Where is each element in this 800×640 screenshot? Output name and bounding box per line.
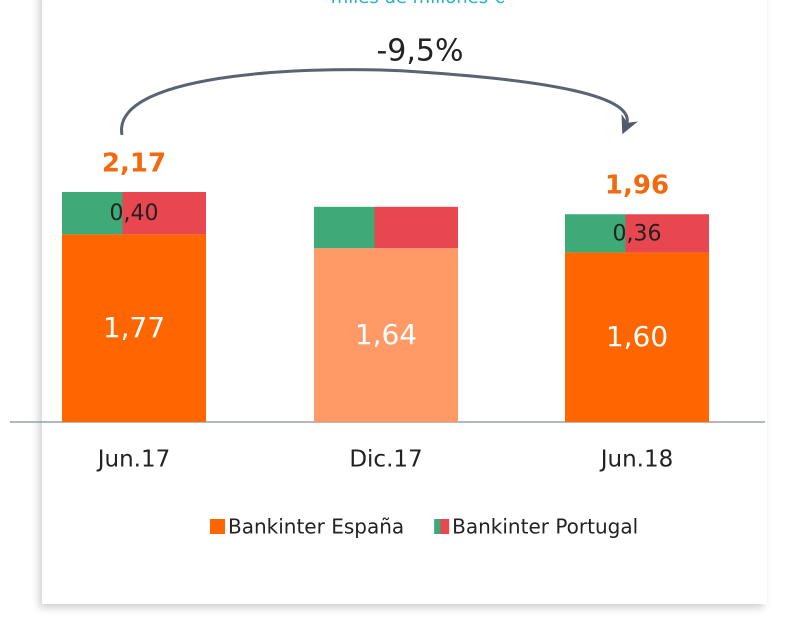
total-label: 2,17: [102, 148, 166, 178]
legend-swatch: [210, 519, 225, 534]
bar-segment: [565, 214, 709, 253]
legend-label: Bankinter España: [228, 515, 404, 539]
legend-label: Bankinter Portugal: [452, 515, 638, 539]
bar-segment: [314, 248, 458, 422]
total-label: 1,96: [605, 171, 669, 201]
annotation: -9,5%: [376, 34, 463, 69]
legend-swatch: [434, 519, 450, 534]
value-label: 0,36: [613, 221, 662, 246]
bar-segment: [62, 191, 206, 235]
x-tick-label: Jun.17: [96, 447, 171, 473]
value-label: 1,77: [103, 311, 165, 344]
value-label: 1,60: [606, 320, 668, 353]
change-arrow: [120, 68, 638, 136]
bar-segment: [62, 234, 206, 422]
value-label: 1,64: [355, 318, 417, 351]
bar-segment: [565, 252, 709, 422]
x-tick-label: Dic.17: [349, 447, 422, 473]
bar-segment: [314, 206, 458, 249]
x-tick-label: Jun.18: [599, 447, 674, 473]
value-label: 0,40: [110, 201, 159, 226]
subtitle: miles de millones €: [331, 0, 506, 8]
